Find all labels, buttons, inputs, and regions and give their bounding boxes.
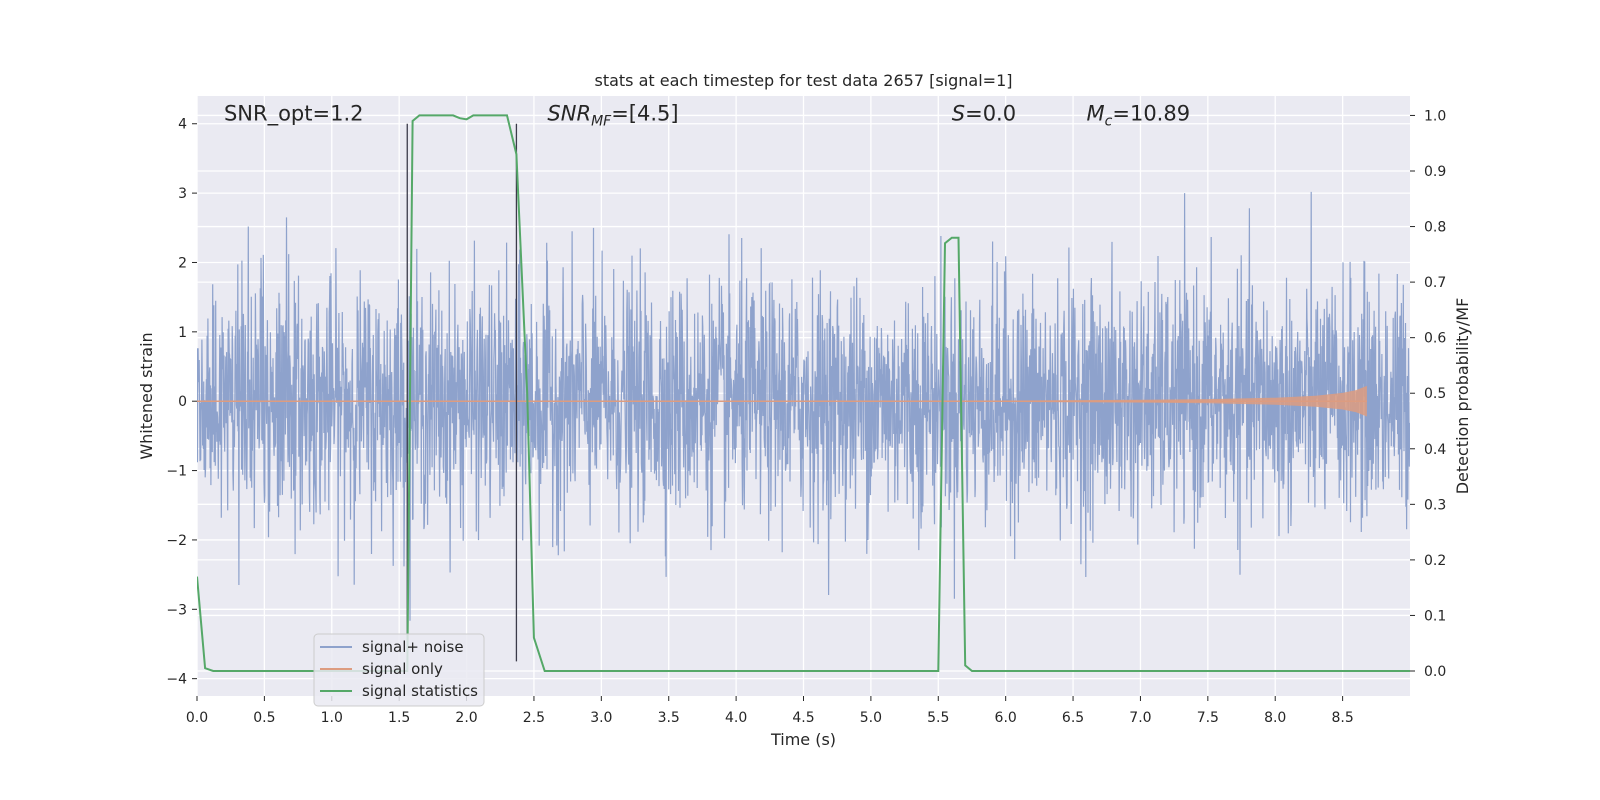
y-right-tick-label: 0.7 [1424,275,1446,291]
x-tick-label: 0.0 [186,710,208,726]
x-tick-label: 3.0 [590,710,612,726]
y-axis-left: 4 3 2 1 0 −1 −2 −3 −4 [166,117,197,688]
y-right-tick-label: 0.6 [1424,331,1446,347]
y-axis-right-label: Detection probability/MF [1453,298,1472,495]
x-tick-label: 7.0 [1129,710,1151,726]
x-tick-label: 1.5 [388,710,410,726]
y-right-tick-label: 0.9 [1424,164,1446,180]
y-tick-label: 4 [178,117,187,133]
x-tick-label: 4.5 [792,710,814,726]
y-right-tick-label: 0.4 [1424,442,1446,458]
x-tick-label: 5.5 [927,710,949,726]
y-right-tick-label: 0.0 [1424,664,1446,680]
x-tick-label: 4.0 [725,710,747,726]
y-right-tick-label: 0.2 [1424,553,1446,569]
annotation-label: SNRMF=[4.5] [547,101,678,129]
x-axis-label: Time (s) [770,730,836,749]
x-tick-label: 8.5 [1331,710,1353,726]
annotation-label: Mc=10.89 [1087,101,1191,129]
y-tick-label: 1 [178,325,187,341]
y-tick-label: −3 [166,602,187,618]
legend-entry: signal statistics [362,682,478,700]
x-tick-label: 0.5 [253,710,275,726]
chart-title: stats at each timestep for test data 265… [594,71,1012,90]
series-signal-noise-line [197,191,1410,621]
x-tick-label: 8.0 [1264,710,1286,726]
y-axis-label: Whitened strain [137,332,156,459]
annotations: SNR_opt=1.2 SNRMF=[4.5] S=0.0 Mc=10.89 [224,101,1190,129]
y-tick-label: −1 [166,464,187,480]
y-right-tick-label: 0.5 [1424,386,1446,402]
y-right-tick-label: 1.0 [1424,108,1446,124]
legend-entry: signal+ noise [362,638,464,656]
legend-box [313,633,485,707]
annotation-label: SNR_opt=1.2 [224,101,364,126]
annotation-label: S=0.0 [952,101,1016,125]
x-tick-label: 2.0 [455,710,477,726]
x-tick-label: 3.5 [658,710,680,726]
x-tick-label: 6.0 [995,710,1017,726]
y-tick-label: 3 [178,186,187,202]
y-right-tick-label: 0.8 [1424,220,1446,236]
y-tick-label: 0 [178,394,187,410]
y-tick-label: −2 [166,533,187,549]
y-right-tick-label: 0.1 [1424,608,1446,624]
x-tick-label: 5.0 [860,710,882,726]
x-tick-label: 1.0 [321,710,343,726]
x-axis: 0.0 0.5 1.0 1.5 2.0 2.5 3.0 3.5 4.0 4.5 5.0 5.5 6.0 6… [186,696,1354,726]
y-axis-right: 1.0 0.9 0.8 0.7 0.6 0.5 0.4 0.3 0.2 0.1 0.0 [1410,108,1446,680]
y-right-tick-label: 0.3 [1424,497,1446,513]
legend: signal+ noise signal only signal statistic… [313,633,485,707]
x-tick-label: 6.5 [1062,710,1084,726]
y-tick-label: −4 [166,672,187,688]
vertical-markers [406,123,518,662]
x-tick-label: 7.5 [1197,710,1219,726]
x-tick-label: 2.5 [523,710,545,726]
legend-entry: signal only [362,660,443,678]
y-tick-label: 2 [178,255,187,271]
